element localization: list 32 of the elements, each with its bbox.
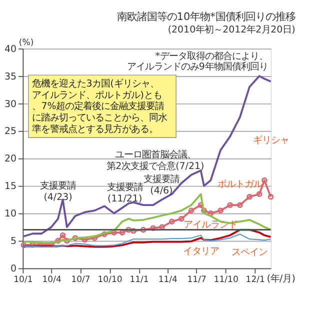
x-tick-label: 10/10: [98, 274, 122, 285]
x-tick-label: 10/7: [71, 274, 90, 285]
x-axis-title: (年/月): [266, 273, 296, 284]
annotation: 支援要請(4/23): [40, 180, 76, 203]
series-label: イタリア: [182, 246, 219, 258]
series-label: ギリシャ: [253, 134, 290, 146]
annotation: ユーロ圏首脳会議、第2次支援で合意(7/21): [106, 150, 204, 172]
series-label: ポルトガル: [217, 179, 262, 190]
chart-subtitle: (2010年初～2012年2月20日): [168, 24, 296, 36]
annotation: 危機を迎えた3カ国(ギリシャ、アイルランド、ポルトガル)とも、7%超の定着後に金融支援要請に踏み切っていることから、同水準を警戒点とする見方がある。: [32, 78, 168, 135]
y-tick-label: 10: [4, 208, 17, 220]
y-tick-label: 25: [4, 126, 17, 138]
x-tick-label: 11/4: [158, 274, 178, 285]
y-axis-title: (%): [18, 38, 34, 48]
x-tick-label: 11/7: [187, 274, 206, 285]
x-tick-label: 12/1: [246, 274, 265, 285]
y-tick-label: 40: [4, 44, 17, 55]
annotation: 支援要請(11/21): [106, 182, 143, 205]
y-tick-label: 5: [10, 236, 17, 248]
y-tick-label: 30: [4, 98, 17, 110]
x-tick-label: 11/1: [130, 274, 149, 285]
x-tick-label: 10/1: [14, 274, 33, 285]
series-label: スペイン: [231, 247, 268, 258]
chart-title: 南欧諸国等の10年物*国債利回りの推移: [116, 11, 296, 24]
x-tick-label: 11/10: [214, 274, 238, 285]
y-tick-label: 0: [10, 264, 17, 275]
y-tick-label: 35: [4, 71, 17, 82]
y-tick-label: 20: [4, 154, 17, 165]
annotation: 支援要請(4/6): [143, 174, 180, 196]
x-tick-label: 10/4: [42, 274, 62, 285]
annotation: *データ取得の都合により、アイルランドのみ9年物国債利回り: [126, 50, 268, 72]
y-tick-label: 15: [4, 181, 17, 192]
